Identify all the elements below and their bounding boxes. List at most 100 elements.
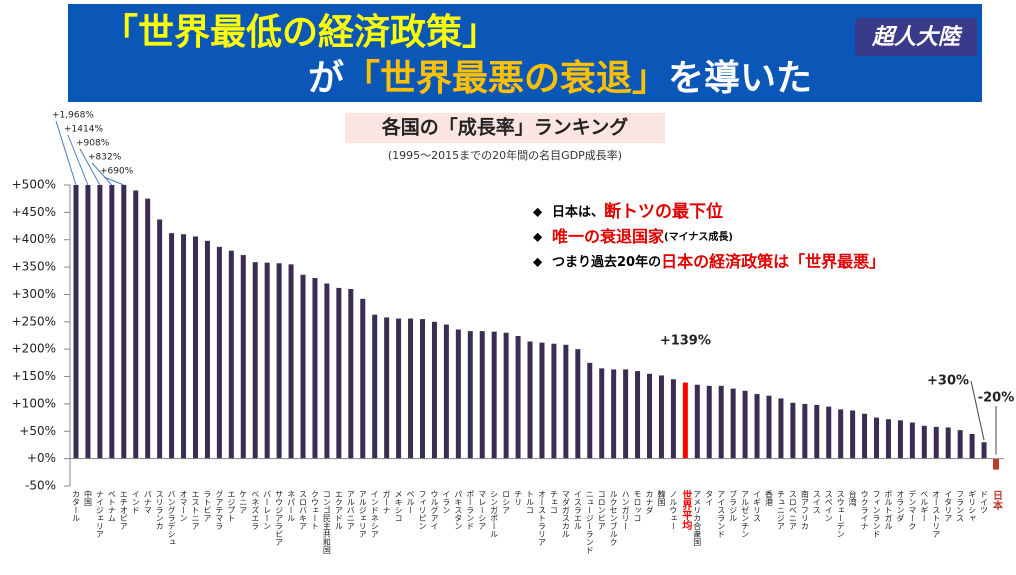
bar bbox=[575, 349, 581, 459]
bar bbox=[718, 385, 724, 459]
y-tick-label: +200% bbox=[12, 342, 56, 356]
bar bbox=[491, 331, 497, 459]
x-tick-label: ベトナム bbox=[107, 490, 116, 522]
x-tick-label: 南アフリカ bbox=[800, 489, 809, 530]
x-tick-label: ノルウェー bbox=[669, 490, 678, 530]
x-tick-label: ハンガリー bbox=[621, 490, 630, 530]
bar bbox=[276, 263, 282, 459]
y-tick-label: +100% bbox=[12, 396, 56, 410]
bar bbox=[372, 314, 378, 459]
y-tick-label: +350% bbox=[12, 260, 56, 274]
bar bbox=[730, 388, 736, 459]
bullet-segment: 断トツの最下位 bbox=[604, 201, 723, 222]
x-tick-label: スリランカ bbox=[155, 490, 164, 530]
bullet-mark: ◆ bbox=[533, 230, 543, 244]
bar bbox=[670, 379, 676, 459]
x-tick-label: カナダ bbox=[645, 490, 654, 514]
bar bbox=[814, 405, 820, 459]
bar bbox=[384, 317, 390, 459]
bar bbox=[850, 410, 856, 459]
y-tick-label: +150% bbox=[12, 369, 56, 383]
bar bbox=[109, 185, 115, 459]
bar bbox=[133, 190, 139, 459]
bar bbox=[909, 422, 915, 459]
x-tick-label: オーストリア bbox=[932, 490, 941, 538]
x-tick-label: ベルギー bbox=[920, 490, 929, 522]
x-tick-label: オマーン bbox=[179, 490, 188, 522]
headline-1: 「世界最低の経済政策」 bbox=[102, 12, 498, 53]
bar bbox=[145, 198, 151, 459]
bar bbox=[228, 250, 234, 459]
value-label: +1,968% bbox=[52, 111, 94, 121]
x-tick-label: ドイツ bbox=[980, 490, 989, 514]
bar bbox=[862, 413, 868, 459]
x-tick-label: フィリピン bbox=[418, 490, 427, 530]
bullet-text: 唯一の衰退国家(マイナス成長) bbox=[552, 227, 733, 246]
bar bbox=[240, 255, 246, 459]
value-label: +690% bbox=[100, 167, 134, 177]
x-tick-label: 中国 bbox=[83, 489, 92, 507]
bar bbox=[443, 324, 449, 459]
leader-line bbox=[79, 148, 101, 186]
x-tick-label: イスラエル bbox=[573, 490, 582, 530]
leader-line bbox=[55, 120, 77, 186]
x-tick-label: エストニア bbox=[191, 490, 200, 530]
leader-line bbox=[91, 162, 113, 186]
bar bbox=[515, 336, 521, 459]
x-tick-label: フランス bbox=[956, 490, 965, 522]
x-tick-label: アメリカ合衆国 bbox=[693, 490, 702, 547]
bullet-mark: ◆ bbox=[533, 255, 543, 269]
x-tick-label: ルクセンブルク bbox=[609, 490, 618, 546]
bar bbox=[706, 385, 712, 459]
bar bbox=[169, 233, 175, 459]
x-tick-label: ポルトガル bbox=[884, 490, 893, 530]
bar bbox=[587, 362, 593, 459]
x-tick-label: サウジアラビア bbox=[275, 490, 284, 546]
bar bbox=[838, 409, 844, 459]
title-bg bbox=[345, 113, 665, 143]
x-tick-label: アルバニア bbox=[346, 490, 355, 530]
bar bbox=[503, 332, 509, 459]
x-tick-label: 日本 bbox=[991, 490, 1003, 511]
x-tick-label: ガーナ bbox=[382, 490, 391, 514]
bar bbox=[754, 394, 760, 459]
bar bbox=[85, 185, 91, 459]
x-tick-label: マダガスカル bbox=[561, 490, 570, 538]
bar bbox=[551, 343, 557, 459]
bar bbox=[945, 427, 951, 459]
x-tick-label: イラン bbox=[442, 490, 451, 514]
x-tick-label: スイス bbox=[812, 490, 821, 514]
bar bbox=[73, 185, 79, 459]
x-tick-label: オーストラリア bbox=[537, 490, 546, 546]
bar bbox=[647, 373, 653, 459]
x-tick-label: 香港 bbox=[764, 489, 773, 507]
x-tick-label: バングラデシュ bbox=[167, 490, 176, 546]
bar bbox=[885, 419, 891, 459]
bar bbox=[252, 262, 258, 459]
bar bbox=[419, 319, 425, 459]
bullet-text: つまり過去20年の日本の経済政策は「世界最悪」 bbox=[552, 252, 885, 271]
bar bbox=[658, 375, 664, 459]
bar bbox=[192, 236, 198, 459]
x-tick-label: スロベニア bbox=[788, 490, 797, 530]
bar bbox=[216, 246, 222, 459]
bullet-segment: 日本は、 bbox=[552, 204, 604, 220]
bar bbox=[742, 390, 748, 459]
bullet-text: 日本は、断トツの最下位 bbox=[552, 201, 723, 222]
bar bbox=[778, 398, 784, 459]
bar bbox=[981, 442, 987, 459]
bar bbox=[336, 287, 342, 459]
bar bbox=[348, 288, 354, 459]
value-label: +832% bbox=[88, 153, 122, 163]
y-tick-label: +0% bbox=[27, 451, 56, 465]
x-tick-label: エクアドル bbox=[334, 490, 343, 530]
bullet-mark: ◆ bbox=[533, 205, 543, 219]
headline-segment: が bbox=[308, 58, 344, 99]
bar bbox=[933, 426, 939, 459]
x-tick-label: チュニジア bbox=[776, 490, 785, 530]
bar bbox=[539, 342, 545, 459]
headline-2: が「世界最悪の衰退」を導いた bbox=[308, 58, 812, 99]
x-tick-label: 韓国 bbox=[657, 489, 666, 507]
x-tick-label: ポーランド bbox=[466, 490, 475, 530]
